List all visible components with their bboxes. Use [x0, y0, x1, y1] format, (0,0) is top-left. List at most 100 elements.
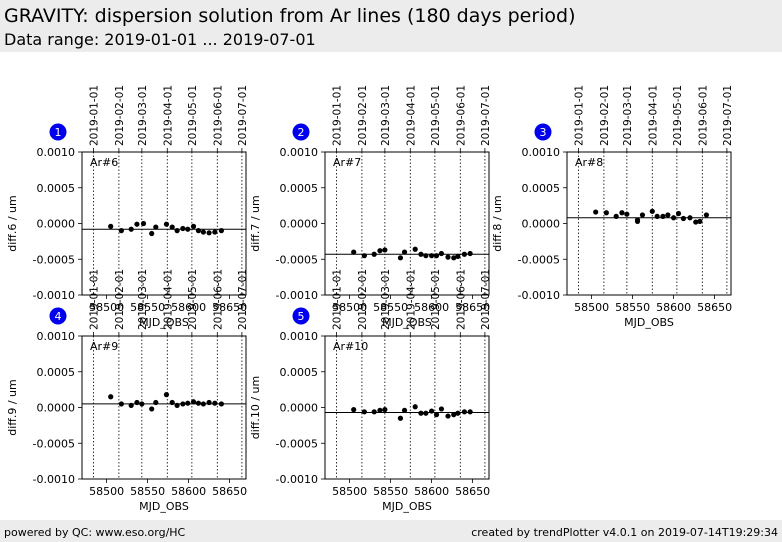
- y-axis-label: diff.10 / um: [249, 376, 262, 440]
- date-tick-label: 2019-04-01: [405, 85, 417, 146]
- y-tick-label: -0.0010: [33, 473, 75, 486]
- data-point: [195, 228, 202, 234]
- panel-number: 3: [540, 126, 547, 139]
- data-point: [190, 399, 197, 405]
- data-point: [412, 404, 418, 410]
- data-point: [163, 392, 170, 398]
- date-tick-label: 2019-03-01: [622, 85, 634, 146]
- date-tick-label: 2019-01-01: [331, 269, 343, 330]
- date-tick-label: 2019-01-01: [88, 85, 100, 146]
- data-point: [671, 215, 677, 221]
- y-tick-label: 0.0000: [37, 218, 76, 231]
- data-point: [438, 250, 445, 257]
- data-point: [467, 409, 473, 415]
- data-point: [418, 410, 424, 416]
- data-point: [108, 223, 114, 229]
- y-axis-label: diff.8 / um: [491, 195, 504, 252]
- data-point: [397, 415, 404, 421]
- x-tick-label: 58500: [89, 485, 124, 498]
- date-tick-label: 2019-02-01: [599, 85, 611, 146]
- data-point: [174, 228, 180, 234]
- charts-canvas: 2019-01-01 2019-02-01 2019-03-01 2019-04-01…: [6, 85, 734, 513]
- y-tick-label: 0.0000: [37, 402, 76, 415]
- x-axis-label: MJD_OBS: [382, 500, 432, 513]
- data-point: [693, 219, 699, 225]
- date-tick-label: 2019-04-01: [162, 269, 174, 330]
- y-tick-label: 0.0010: [37, 146, 76, 159]
- x-tick-label: 58600: [414, 485, 449, 498]
- y-tick-label: 0.0005: [37, 182, 76, 195]
- data-point: [371, 251, 377, 257]
- panel-number: 1: [55, 126, 62, 139]
- y-tick-label: -0.0005: [33, 253, 75, 266]
- y-tick-label: 0.0010: [37, 330, 76, 343]
- panel-number: 5: [298, 310, 305, 323]
- panel-number-badge: [292, 123, 310, 141]
- data-point: [153, 224, 159, 230]
- date-tick-label: 2019-01-01: [88, 269, 100, 330]
- data-point: [206, 230, 212, 236]
- data-point: [180, 225, 186, 232]
- data-point: [649, 208, 655, 214]
- data-point: [445, 413, 451, 419]
- data-point: [218, 228, 224, 234]
- data-point: [613, 213, 619, 219]
- data-point: [200, 229, 206, 235]
- chart-panel-5: 2019-01-01 2019-02-01 2019-03-01 2019-04-01…: [249, 269, 492, 513]
- x-tick-label: 58650: [697, 301, 732, 314]
- series-label: Ar#7: [333, 156, 361, 169]
- x-tick-label: 58550: [130, 485, 165, 498]
- data-point: [128, 402, 134, 408]
- y-axis-label: diff.7 / um: [249, 195, 262, 252]
- data-point: [382, 407, 388, 413]
- y-tick-label: 0.0000: [522, 218, 561, 231]
- date-tick-label: 2019-03-01: [137, 269, 149, 330]
- data-point: [619, 210, 625, 216]
- date-tick-label: 2019-04-01: [647, 85, 659, 146]
- report-title: GRAVITY: dispersion solution from Ar lin…: [4, 5, 576, 27]
- x-tick-label: 58550: [615, 301, 650, 314]
- y-tick-label: 0.0000: [280, 402, 319, 415]
- data-point: [433, 253, 440, 259]
- y-tick-label: 0.0005: [37, 366, 76, 379]
- x-tick-label: 58500: [574, 301, 609, 314]
- x-tick-label: 58650: [455, 301, 490, 314]
- date-tick-label: 2019-06-01: [455, 269, 467, 330]
- data-point: [212, 400, 218, 406]
- data-point: [461, 409, 467, 415]
- data-point: [185, 400, 191, 406]
- x-tick-label: 58650: [212, 485, 247, 498]
- y-tick-label: 0.0010: [522, 146, 561, 159]
- date-tick-label: 2019-06-01: [455, 85, 467, 146]
- y-tick-label: 0.0000: [280, 218, 319, 231]
- data-point: [397, 255, 404, 261]
- date-tick-label: 2019-01-01: [331, 85, 343, 146]
- data-point: [134, 221, 140, 227]
- data-point: [361, 409, 367, 415]
- data-point: [423, 410, 429, 416]
- date-tick-label: 2019-05-01: [187, 269, 199, 330]
- plot-frame: [324, 335, 490, 480]
- data-point: [429, 408, 435, 414]
- series-label: Ar#10: [333, 340, 368, 353]
- date-tick-label: 2019-01-01: [573, 85, 585, 146]
- data-point: [433, 412, 440, 418]
- data-point: [169, 399, 175, 406]
- date-tick-label: 2019-02-01: [357, 269, 369, 330]
- data-point: [163, 221, 170, 227]
- data-point: [200, 401, 206, 407]
- y-axis-label: diff.9 / um: [6, 379, 19, 436]
- date-tick-label: 2019-07-01: [722, 85, 734, 146]
- x-tick-label: 58550: [373, 301, 408, 314]
- data-range: Data range: 2019-01-01 ... 2019-07-01: [4, 30, 316, 49]
- footer-created-by: created by trendPlotter v4.0.1 on 2019-0…: [471, 526, 778, 539]
- data-point: [153, 399, 159, 406]
- data-point: [118, 228, 124, 234]
- data-point: [139, 401, 145, 407]
- data-point: [603, 210, 609, 216]
- data-point: [377, 248, 383, 254]
- date-tick-label: 2019-05-01: [672, 85, 684, 146]
- data-point: [190, 223, 197, 229]
- y-tick-label: -0.0010: [276, 473, 318, 486]
- data-point: [451, 412, 457, 418]
